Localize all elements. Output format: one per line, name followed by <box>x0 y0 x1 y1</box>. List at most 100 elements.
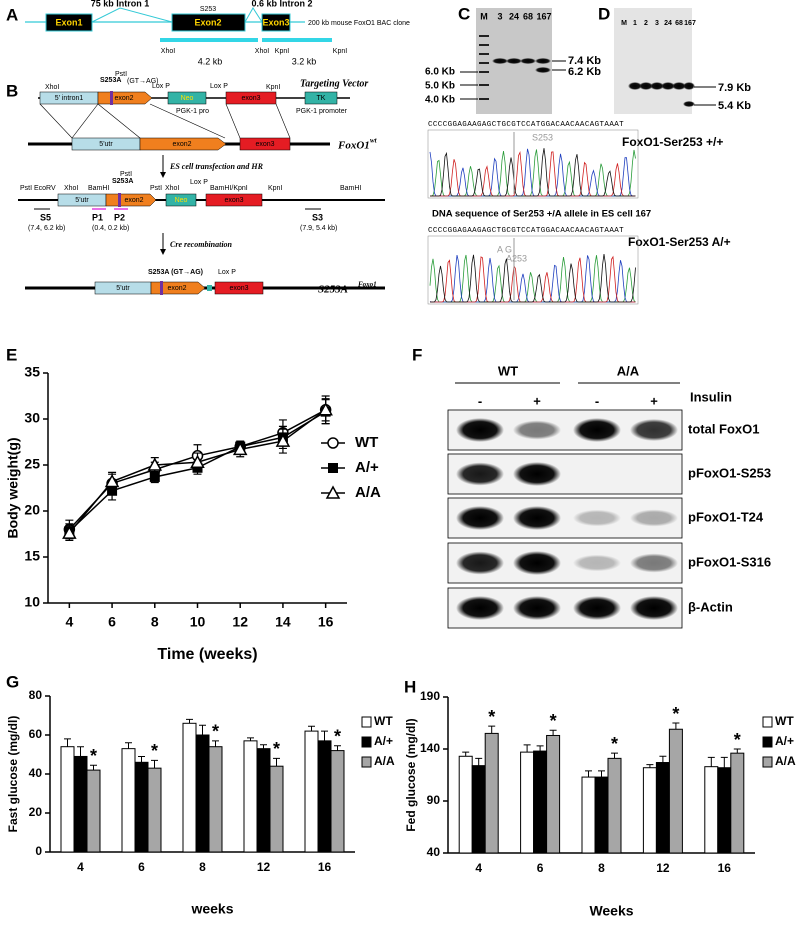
error-bar <box>536 745 544 752</box>
y-tick-label: 20 <box>24 502 40 518</box>
label: Lox P <box>190 179 208 186</box>
exon-label: Exon2 <box>194 17 221 27</box>
x-tick-label: 10 <box>190 614 206 630</box>
trace-title: FoxO1-Ser253 A/+ <box>628 235 731 249</box>
exon-label: Exon1 <box>55 17 82 27</box>
x-tick-label: 16 <box>318 860 332 874</box>
label: KpnI <box>275 48 289 55</box>
point <box>147 457 163 471</box>
panel-b: XhoI PstI S253A (GT→AG) Lox P Lox P KpnI… <box>18 71 385 296</box>
legend-swatch <box>361 736 372 748</box>
bar <box>642 767 657 854</box>
bar <box>256 748 271 853</box>
lane-label: M <box>480 11 488 21</box>
panel-d: M 1 2 3 24 68 167 7.9 Kb 5.4 Kb <box>614 8 751 114</box>
significance: * <box>334 726 341 746</box>
x-tick-label: 12 <box>232 614 248 630</box>
error-bar <box>488 725 496 734</box>
error-bar <box>125 742 132 749</box>
lane-label: 24 <box>509 11 519 21</box>
bar <box>73 755 88 853</box>
bar <box>594 776 609 854</box>
trace-title: FoxO1-Ser253 +/+ <box>622 135 723 149</box>
bar <box>520 751 535 854</box>
panel-label: B <box>6 81 18 100</box>
label: XhoI <box>161 48 175 55</box>
legend-label: A/+ <box>355 459 379 476</box>
box-label: exon2 <box>172 141 191 148</box>
panel-label: E <box>6 345 17 364</box>
legend-marker <box>327 437 339 449</box>
error-bar <box>707 756 715 767</box>
label: Targeting Vector <box>300 78 368 89</box>
y-axis-label: Fed glucose (mg/dl) <box>404 718 418 831</box>
chart: 40 90 140 190 Fed glucose (mg/dl) Weeks 4 * 6 * 8 *… <box>404 689 796 919</box>
significance: * <box>734 730 741 750</box>
size-label: 7.4 Kb <box>568 55 601 67</box>
point <box>62 525 77 539</box>
panel-label: F <box>412 345 422 364</box>
size-label: 5.0 Kb <box>425 81 455 92</box>
blot-band <box>573 596 621 620</box>
box-label: exon3 <box>224 197 243 204</box>
chromatogram <box>429 132 636 197</box>
trace <box>430 255 636 303</box>
row-label: pFoxO1-S316 <box>688 554 771 569</box>
label: KpnI <box>268 185 282 192</box>
charts: 10 15 20 25 30 35 Body weight(g) Time (weeks) 4 6… <box>5 364 796 919</box>
trace <box>430 148 636 197</box>
label: S253A <box>100 77 121 84</box>
error-bar <box>549 729 557 736</box>
x-tick-label: 4 <box>475 861 482 875</box>
bar <box>243 740 258 853</box>
bar <box>471 765 486 854</box>
y-tick-label: 15 <box>24 548 40 564</box>
blot-band <box>630 419 678 441</box>
bar <box>304 730 319 853</box>
blot-band <box>513 596 561 620</box>
legend-label: A/+ <box>374 734 393 748</box>
label: 0.6 kb Intron 2 <box>251 0 312 8</box>
legend-swatch <box>361 716 372 728</box>
y-axis-label: Body weight(g) <box>5 437 21 538</box>
x-tick-label: 6 <box>537 861 544 875</box>
label: XhoI <box>165 185 179 192</box>
y-tick-label: 30 <box>24 410 40 426</box>
box <box>304 91 338 105</box>
x-tick-label: 8 <box>151 614 159 630</box>
legend-label: A/A <box>355 484 381 501</box>
label: 75 kb Intron 1 <box>91 0 150 8</box>
bar <box>317 740 332 853</box>
blot-band <box>513 462 561 486</box>
error-bar <box>523 744 531 753</box>
exon <box>171 13 246 32</box>
point <box>104 473 120 488</box>
panel-label: D <box>598 4 610 23</box>
error-bar <box>212 740 219 747</box>
point <box>275 433 291 447</box>
box-label: Neo <box>181 95 194 102</box>
legend-label: WT <box>355 434 378 451</box>
row-label: pFoxO1-S253 <box>688 465 771 480</box>
y-tick-label: 10 <box>24 594 40 610</box>
treatment-label: Insulin <box>690 389 732 404</box>
error-bar <box>308 725 315 732</box>
label: 200 kb mouse FoxO1 BAC clone <box>308 20 410 27</box>
significance: * <box>672 704 679 724</box>
blot-band <box>456 462 504 486</box>
error-bar <box>199 724 206 735</box>
chart: 0 20 40 60 80 Fast glucose (mg/dl) weeks 4 * 6 * 8 *… <box>6 688 395 917</box>
primer-label: P1 <box>92 212 103 222</box>
label: XhoI <box>255 48 269 55</box>
row-label: total FoxO1 <box>688 421 760 436</box>
bar <box>60 746 75 853</box>
y-axis-label: Fast glucose (mg/dl) <box>6 716 20 833</box>
bar <box>134 761 149 853</box>
allele-label: S253A <box>318 284 348 296</box>
error-bar <box>672 722 680 730</box>
significance: * <box>151 741 158 761</box>
sequence: CCCCGGAGAAGAGCTGCGTCCATGGACAACAACAGTAAAT <box>428 121 624 129</box>
label: PstI <box>20 185 32 192</box>
label: PstI <box>115 71 127 78</box>
bar <box>484 732 499 854</box>
